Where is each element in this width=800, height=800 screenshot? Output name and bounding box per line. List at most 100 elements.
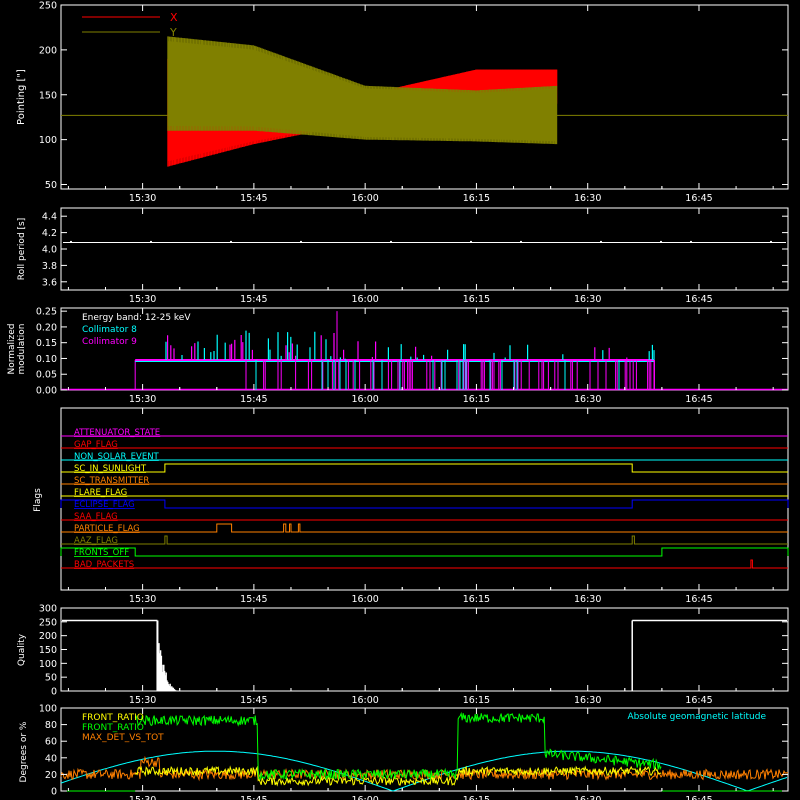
x-tick-label: 15:30 (129, 193, 156, 204)
y-tick-label: 3.8 (42, 261, 57, 272)
x-tick-label: 15:45 (240, 594, 267, 605)
y-tick-label: 4.4 (42, 212, 57, 223)
flag-trace (61, 559, 788, 569)
x-tick-label: 16:00 (351, 294, 378, 305)
y-tick-label: 0 (51, 687, 57, 698)
x-tick-label: 16:00 (351, 795, 378, 800)
x-tick-label: 16:00 (351, 193, 378, 204)
x-tick-label: 16:30 (574, 294, 601, 305)
y-tick-label: 0.25 (36, 307, 57, 318)
modulation-dropouts-c9 (245, 360, 655, 390)
pointing-ylabel: Pointing ["] (16, 69, 27, 125)
roll-period-ylabel: Roll period [s] (17, 218, 27, 280)
ratios-legend-front-ratio-2: FRONT_RATIO (82, 723, 144, 733)
flag-label: SC_IN_SUNLIGHT (74, 464, 147, 474)
modulation-spikes-c9 (167, 333, 628, 361)
modulation-dropouts-c8 (255, 360, 620, 390)
x-tick-label: 16:45 (685, 394, 712, 405)
y-tick-label: 0.15 (36, 338, 57, 349)
y-tick-label: 100 (39, 704, 57, 715)
x-tick-label: 15:30 (129, 695, 156, 706)
modulation-legend-c8: Collimator 8 (82, 325, 137, 335)
y-tick-label: 0 (51, 787, 57, 798)
y-tick-label: 80 (45, 720, 57, 731)
flags-frame (60, 407, 789, 591)
flag-trace (60, 547, 789, 557)
flag-trace (61, 463, 788, 473)
x-tick-label: 16:45 (685, 695, 712, 706)
legend-y-label: Y (169, 26, 177, 39)
ratios-frame (60, 707, 789, 792)
x-tick-label: 15:30 (129, 394, 156, 405)
flag-trace (60, 499, 789, 509)
ratios-legend-front-ratio-1: FRONT_RATIO (82, 713, 144, 723)
y-tick-label: 100 (39, 135, 57, 146)
flag-label: GAP_FLAG (74, 440, 118, 450)
ratios-panel: 0 20 40 60 80 100 15:30 15:45 16:00 16:15 16:30 16… (19, 704, 789, 800)
x-tick-label: 16:30 (574, 695, 601, 706)
x-tick-label: 16:30 (574, 394, 601, 405)
x-tick-label: 15:45 (240, 294, 267, 305)
y-tick-label: 4.0 (42, 245, 57, 256)
x-tick-label: 15:45 (240, 394, 267, 405)
flag-label: PARTICLE_FLAG (74, 524, 140, 534)
modulation-panel: 0.00 0.05 0.10 0.15 0.20 0.25 15:30 15:45 16:00… (7, 307, 789, 405)
ratios-front-ratio-yellow (134, 765, 662, 787)
flags-panel: ATTENUATOR_STATE GAP_FLAG NON_SOLAR_EVENT S… (33, 407, 789, 605)
modulation-ylabel-line2: modulation (17, 324, 27, 375)
y-tick-label: 0.20 (36, 322, 57, 333)
flag-trace (61, 535, 788, 545)
flag-trace (61, 523, 788, 533)
x-tick-label: 15:30 (129, 294, 156, 305)
y-tick-label: 0.05 (36, 370, 57, 381)
x-tick-label: 16:00 (351, 695, 378, 706)
y-tick-label: 20 (45, 770, 57, 781)
y-tick-label: 250 (39, 617, 57, 628)
x-tick-label: 16:15 (463, 594, 490, 605)
x-tick-label: 15:45 (240, 193, 267, 204)
ratios-legend-max-det: MAX_DET_VS_TOT (82, 733, 164, 743)
quality-panel: 0 50 100 150 200 250 300 15:30 15:45 16:00 16:15 1… (17, 604, 789, 706)
y-tick-label: 150 (39, 645, 57, 656)
pointing-y-band (167, 36, 558, 145)
y-tick-label: 3.6 (42, 277, 57, 288)
y-tick-label: 50 (45, 180, 57, 191)
y-tick-label: 200 (39, 45, 57, 56)
x-tick-label: 16:45 (685, 193, 712, 204)
y-tick-label: 4.2 (42, 228, 57, 239)
pointing-frame (60, 4, 789, 190)
modulation-spikes-c8 (165, 330, 655, 361)
y-tick-label: 40 (45, 753, 57, 764)
x-tick-label: 16:00 (351, 394, 378, 405)
y-tick-label: 60 (45, 737, 57, 748)
flag-label: AAZ_FLAG (74, 536, 118, 546)
modulation-energy-band: Energy band: 12-25 keV (82, 313, 191, 323)
x-tick-label: 16:45 (685, 795, 712, 800)
ratios-front-ratio-green (134, 711, 662, 781)
flag-label: FLARE_FLAG (74, 488, 127, 498)
y-tick-label: 250 (39, 1, 57, 12)
flag-label: ATTENUATOR_STATE (74, 428, 160, 438)
modulation-ylabel-line1: Normalized (7, 323, 17, 374)
flags-ylabel: Flags (33, 488, 43, 512)
y-tick-label: 0.00 (36, 386, 57, 397)
x-tick-label: 16:45 (685, 294, 712, 305)
flag-label: FRONTS_OFF (74, 548, 129, 558)
roll-period-panel: 3.6 3.8 4.0 4.2 4.4 15:30 15:45 16:00 16:15 16:3… (17, 207, 789, 305)
y-tick-label: 100 (39, 659, 57, 670)
x-tick-label: 16:45 (685, 594, 712, 605)
x-tick-label: 16:15 (463, 193, 490, 204)
pointing-panel: 50 100 150 200 250 15:30 15:45 16:00 16:15 16:30… (16, 1, 789, 204)
x-tick-label: 16:15 (463, 294, 490, 305)
x-tick-label: 15:30 (129, 594, 156, 605)
x-tick-label: 15:30 (129, 795, 156, 800)
x-tick-label: 16:15 (463, 795, 490, 800)
flag-label: ECLIPSE_FLAG (74, 500, 135, 510)
x-tick-label: 16:15 (463, 394, 490, 405)
x-tick-label: 15:45 (240, 795, 267, 800)
x-tick-label: 16:30 (574, 795, 601, 800)
flag-label: BAD_PACKETS (74, 560, 134, 570)
x-tick-label: 16:00 (351, 594, 378, 605)
quality-ylabel: Quality (17, 633, 27, 666)
